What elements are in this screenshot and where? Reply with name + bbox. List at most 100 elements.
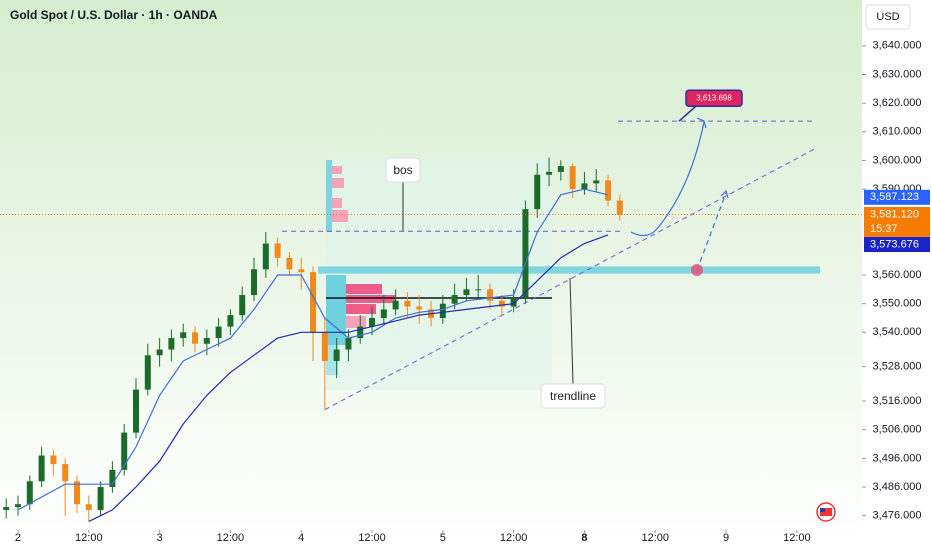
x-tick-label: 12:00 [783,532,811,544]
candle-body [475,289,482,291]
candle-body [569,166,576,190]
candle-body [133,389,140,433]
y-tick-label: 3,506.000 [873,424,922,436]
candle-body [451,295,458,304]
candle-body [298,269,305,273]
price-tag [864,237,930,253]
support-zone [318,266,820,274]
profile-bar [332,198,342,208]
candle-body [581,183,588,190]
plot [0,120,862,522]
price-tag [864,189,930,205]
profile-bar [346,284,382,294]
time-axis [0,530,932,550]
candle-body [369,318,376,327]
candle-body [557,166,564,172]
candle-body [333,349,340,361]
y-tick-label: 3,610.000 [873,126,922,138]
price-axis [862,0,932,530]
candle-body [510,297,517,307]
price-tag-label: 3,573.676 [870,238,919,250]
candle-body [215,326,222,339]
x-tick-label: 8 [581,532,587,544]
y-tick-label: 3,496.000 [873,452,922,464]
overlay: 3,640.000 3,630.000 3,620.000 3,610.000 3,60… [15,40,930,544]
callout-box [540,383,606,409]
price-tag [864,207,930,238]
candle-body [14,504,21,508]
candle-body [3,507,10,510]
profile-bar [326,275,346,345]
candle-body [345,338,352,350]
x-tick-label: 4 [298,532,304,544]
candle-body [286,257,293,270]
x-tick-label: 12:00 [641,532,669,544]
y-tick-label: 3,620.000 [873,97,922,109]
candle-body [26,481,33,505]
icon [820,508,832,516]
callout-box [385,157,421,183]
range-box [326,158,552,390]
price-tag-label: 3,581.120 [870,208,919,220]
annotation: trendline [550,389,596,403]
callout-line [569,277,574,385]
candle-body [498,300,505,307]
arrow-head [720,189,729,199]
profile-bar [346,316,366,328]
candle-body [251,269,258,296]
candle-body [168,338,175,350]
candle-body [192,332,199,344]
candle-body [97,487,104,510]
y-tick-label: 3,486.000 [873,481,922,493]
moving-average [17,188,609,511]
marker [691,264,703,276]
x-tick-label: 2 [15,532,21,544]
profile-bar [346,304,376,314]
candle-body [109,469,116,488]
candle-body [74,481,81,505]
candle-body [522,209,529,298]
candle-body [487,289,494,301]
candle-body [357,326,364,339]
target-label: 3,613.698 [696,93,732,102]
currency-button[interactable] [865,4,911,30]
candle-body [203,338,210,344]
trendline [324,148,815,411]
target-pointer [678,105,697,122]
x-tick-label: 12:00 [75,532,103,544]
candle-body [262,243,269,270]
title: Gold Spot / U.S. Dollar · 1h · OANDA [10,8,218,22]
candle-body [593,180,600,184]
y-tick-label: 3,630.000 [873,68,922,80]
y-tick-label: 3,640.000 [873,40,922,52]
y-tick-label: 3,476.000 [873,510,922,522]
flag-icon [816,502,836,522]
profile-bar [332,178,344,188]
x-tick-label: 12:00 [500,532,528,544]
candle-body [50,455,57,465]
currency: USD [876,11,899,23]
price-tag-label: 3,587.123 [870,191,919,203]
candle-body [380,309,387,318]
y-tick-label: 3,600.000 [873,154,922,166]
y-tick-label: 3,528.000 [873,361,922,373]
y-tick-label: 3,540.000 [873,326,922,338]
candle-body [439,303,446,318]
candle-body [534,174,541,210]
profile-bar [346,295,396,303]
profile-bar [326,160,332,232]
profile-bar [332,166,342,174]
candle-body [404,300,411,307]
x-tick-label: 5 [440,532,446,544]
candle-body [180,332,187,339]
x-tick-label: 9 [723,532,729,544]
x-tick-label: 12:00 [358,532,386,544]
projection-path [630,121,705,237]
candle-body [416,306,423,310]
candle-body [156,349,163,356]
profile-bar [332,210,348,222]
candle-body [227,315,234,327]
countdown: 15:37 [870,223,898,235]
